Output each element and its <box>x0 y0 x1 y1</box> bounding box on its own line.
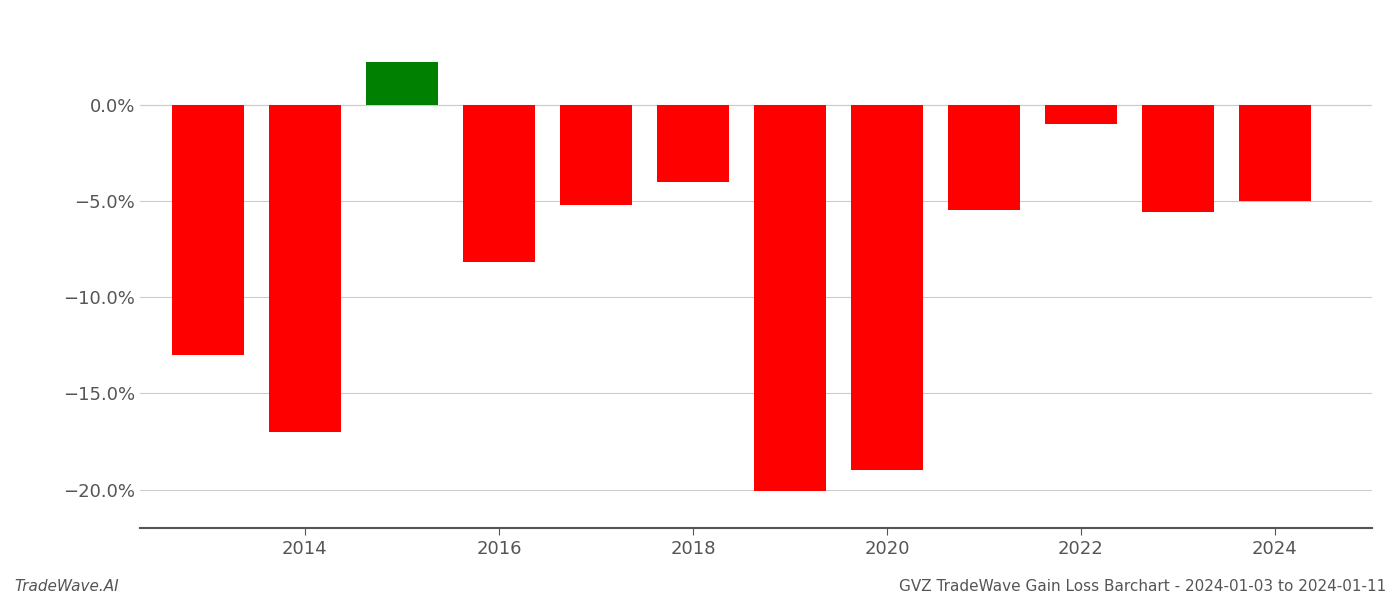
Bar <box>753 104 826 491</box>
Bar <box>1239 104 1312 201</box>
Bar <box>365 62 438 104</box>
Bar <box>948 104 1021 211</box>
Bar <box>269 104 342 432</box>
Bar <box>560 104 633 205</box>
Bar <box>851 104 924 470</box>
Text: TradeWave.AI: TradeWave.AI <box>14 579 119 594</box>
Bar <box>1141 104 1214 212</box>
Text: GVZ TradeWave Gain Loss Barchart - 2024-01-03 to 2024-01-11: GVZ TradeWave Gain Loss Barchart - 2024-… <box>899 579 1386 594</box>
Bar <box>462 104 535 262</box>
Bar <box>172 104 244 355</box>
Bar <box>1044 104 1117 124</box>
Bar <box>657 104 729 182</box>
